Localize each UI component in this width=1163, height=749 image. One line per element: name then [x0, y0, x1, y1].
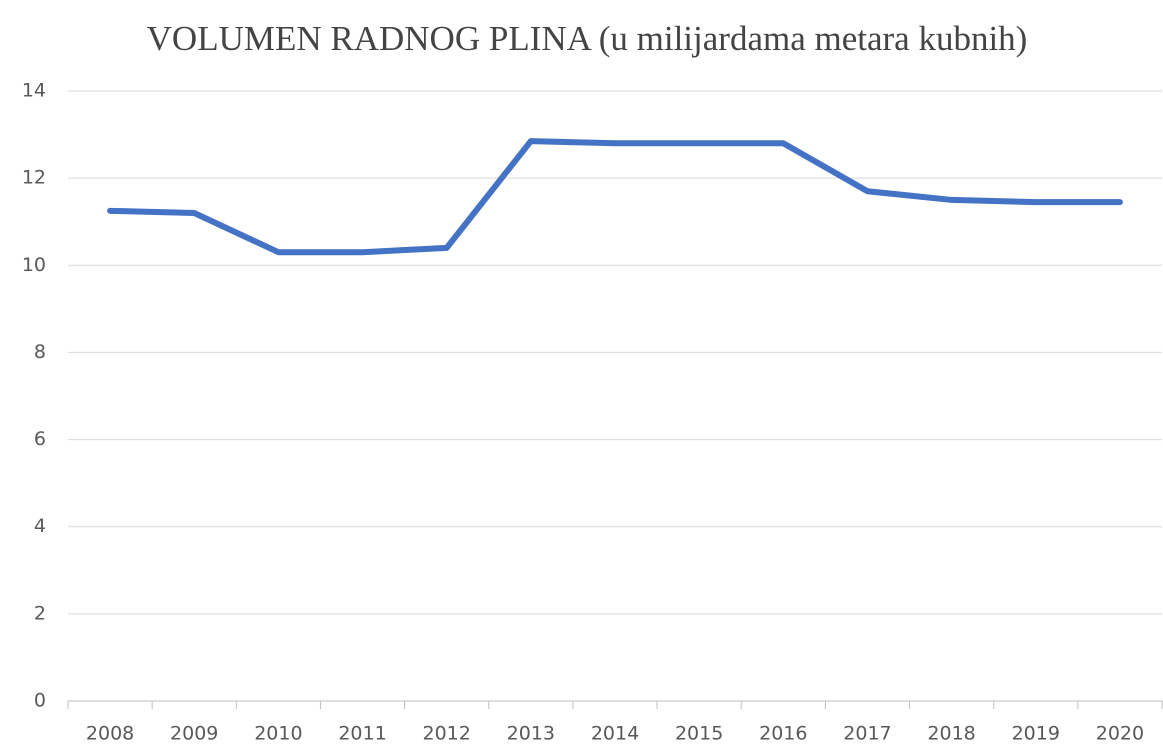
- x-tick-label: 2018: [927, 723, 975, 745]
- y-tick-label: 10: [22, 254, 46, 276]
- y-tick-label: 14: [22, 80, 46, 102]
- y-tick-label: 6: [34, 428, 46, 450]
- x-tick-label: 2017: [843, 723, 891, 745]
- x-tick-label: 2009: [170, 723, 218, 745]
- y-tick-label: 4: [34, 515, 46, 537]
- x-tick-label: 2012: [423, 723, 471, 745]
- chart-title: VOLUMEN RADNOG PLINA (u milijardama meta…: [147, 19, 1028, 58]
- x-tick-label: 2010: [254, 723, 302, 745]
- y-tick-label: 8: [34, 341, 46, 363]
- data-line: [107, 138, 1123, 256]
- y-tick-label: 2: [34, 602, 46, 624]
- x-tick-label: 2008: [86, 723, 134, 745]
- x-tick-label: 2016: [759, 723, 807, 745]
- x-tick-label: 2014: [591, 723, 639, 745]
- y-tick-label: 0: [34, 690, 46, 712]
- x-tick-label: 2019: [1012, 723, 1060, 745]
- x-tick-label: 2013: [507, 723, 555, 745]
- x-tick-label: 2020: [1096, 723, 1144, 745]
- x-tick-label: 2015: [675, 723, 723, 745]
- x-tick-label: 2011: [338, 723, 386, 745]
- y-tick-label: 12: [22, 167, 46, 189]
